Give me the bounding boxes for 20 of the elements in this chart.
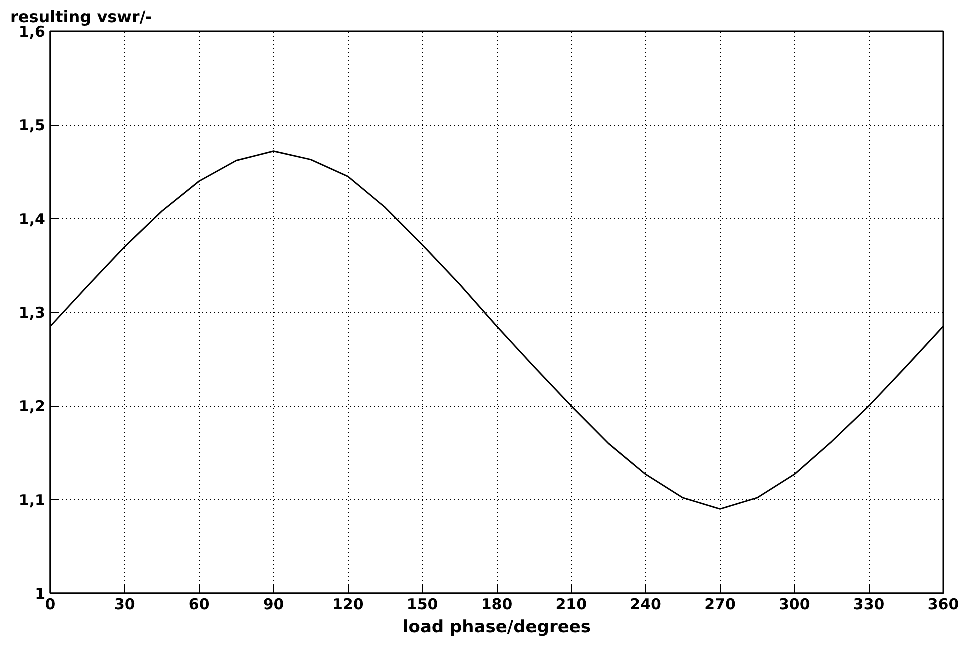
x-tick-label: 0 xyxy=(45,596,56,614)
y-tick-label: 1 xyxy=(35,585,46,603)
x-tick-label: 270 xyxy=(704,596,736,614)
x-tick-label: 360 xyxy=(928,596,960,614)
y-tick-label: 1,3 xyxy=(18,304,46,322)
x-tick-label: 240 xyxy=(630,596,662,614)
x-tick-label: 90 xyxy=(263,596,284,614)
x-tick-label: 60 xyxy=(188,596,210,614)
x-tick-label: 300 xyxy=(779,596,810,614)
x-tick-label: 30 xyxy=(114,596,136,614)
y-tick-label: 1,1 xyxy=(18,491,46,510)
y-tick-label: 1,4 xyxy=(18,210,46,228)
x-tick-label: 330 xyxy=(853,596,885,614)
x-tick-label: 120 xyxy=(332,596,364,614)
x-axis-title: load phase/degrees xyxy=(402,618,592,638)
x-tick-label: 180 xyxy=(481,596,513,614)
x-tick-label: 210 xyxy=(556,596,588,614)
x-tick-label: 150 xyxy=(406,596,438,614)
y-tick-label: 1,5 xyxy=(18,116,46,135)
y-tick-label: 1,2 xyxy=(18,398,46,416)
